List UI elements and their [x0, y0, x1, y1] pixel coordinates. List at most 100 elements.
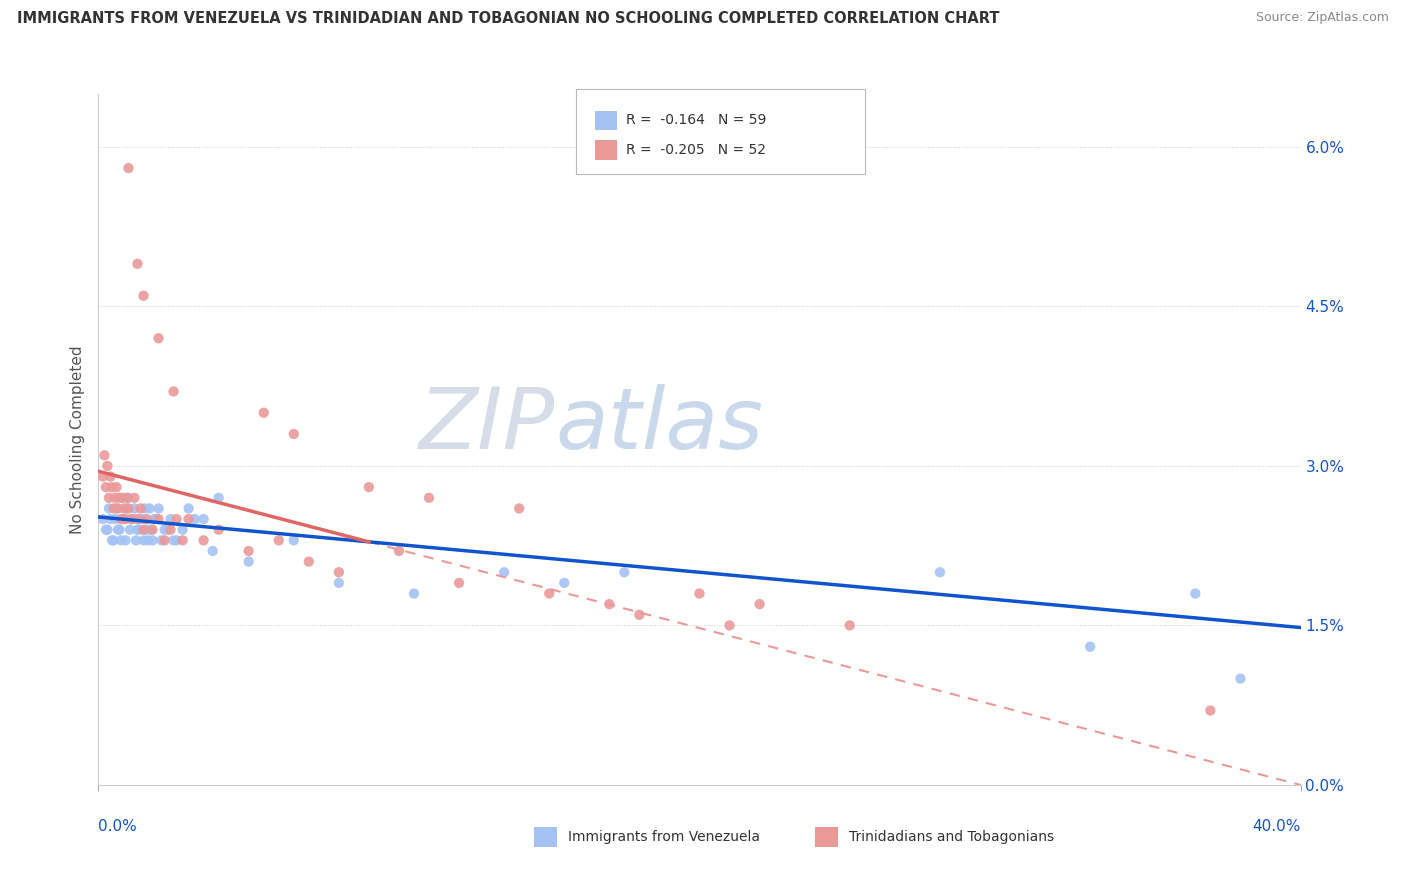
Point [101, 480, 124, 494]
Point [718, 618, 741, 632]
Point [111, 491, 134, 505]
Point [117, 491, 139, 505]
Point [104, 512, 127, 526]
Point [183, 512, 205, 526]
Point [156, 523, 179, 537]
Point [138, 501, 160, 516]
Point [148, 512, 170, 526]
Point [193, 533, 215, 548]
Text: ZIP: ZIP [419, 384, 555, 467]
Point [124, 501, 146, 516]
Point [107, 501, 129, 516]
Text: 40.0%: 40.0% [1253, 819, 1301, 834]
Point [267, 533, 290, 548]
Point [508, 501, 530, 516]
Point [91, 512, 114, 526]
Text: atlas: atlas [555, 384, 763, 467]
Point [145, 512, 167, 526]
Point [1184, 586, 1206, 600]
Point [132, 523, 155, 537]
Point [159, 512, 181, 526]
Point [112, 501, 135, 516]
Point [111, 512, 134, 526]
Point [628, 607, 651, 622]
Point [129, 512, 152, 526]
Point [127, 257, 149, 271]
Point [93, 448, 115, 462]
Point [283, 427, 305, 442]
Point [141, 523, 163, 537]
Point [148, 501, 170, 516]
Point [418, 491, 440, 505]
Point [96, 458, 118, 473]
Point [538, 586, 561, 600]
Text: R =  -0.205   N = 52: R = -0.205 N = 52 [626, 143, 766, 157]
Point [1078, 640, 1101, 654]
Point [114, 512, 136, 526]
Point [97, 491, 120, 505]
Text: R =  -0.164   N = 59: R = -0.164 N = 59 [626, 113, 766, 128]
Point [494, 566, 516, 580]
Point [162, 533, 184, 548]
Point [238, 555, 260, 569]
Point [122, 512, 145, 526]
Point [208, 523, 231, 537]
Text: Source: ZipAtlas.com: Source: ZipAtlas.com [1256, 11, 1389, 24]
Point [177, 501, 200, 516]
Point [172, 523, 194, 537]
Point [100, 469, 122, 483]
Point [388, 544, 411, 558]
Point [177, 512, 200, 526]
Point [447, 575, 470, 590]
Point [124, 491, 146, 505]
Point [100, 512, 122, 526]
Point [97, 501, 120, 516]
Point [127, 523, 149, 537]
Point [114, 533, 136, 548]
Text: Immigrants from Venezuela: Immigrants from Venezuela [568, 830, 761, 844]
Point [117, 161, 139, 175]
Point [96, 523, 118, 537]
Text: 0.0%: 0.0% [98, 819, 138, 834]
Point [105, 501, 128, 516]
Point [121, 512, 143, 526]
Point [115, 491, 138, 505]
Point [689, 586, 711, 600]
Point [159, 523, 181, 537]
Point [136, 533, 159, 548]
Point [328, 566, 350, 580]
Point [253, 406, 276, 420]
Point [208, 491, 231, 505]
Point [328, 575, 350, 590]
Point [162, 384, 184, 399]
Point [132, 533, 155, 548]
Point [357, 480, 380, 494]
Point [613, 566, 636, 580]
Point [103, 533, 125, 548]
Point [143, 512, 166, 526]
Point [238, 544, 260, 558]
Point [94, 523, 117, 537]
Point [838, 618, 860, 632]
Point [172, 533, 194, 548]
Point [117, 501, 139, 516]
Point [929, 566, 952, 580]
Point [153, 523, 176, 537]
Point [112, 512, 135, 526]
Point [91, 469, 114, 483]
Point [139, 523, 162, 537]
Point [150, 533, 173, 548]
Point [553, 575, 575, 590]
Point [132, 289, 155, 303]
Point [118, 523, 141, 537]
Point [166, 512, 188, 526]
Y-axis label: No Schooling Completed: No Schooling Completed [70, 345, 86, 533]
Point [402, 586, 425, 600]
Point [166, 533, 188, 548]
Point [101, 533, 124, 548]
Point [141, 533, 163, 548]
Point [104, 491, 127, 505]
Point [153, 533, 176, 548]
Point [298, 555, 321, 569]
Point [598, 597, 620, 611]
